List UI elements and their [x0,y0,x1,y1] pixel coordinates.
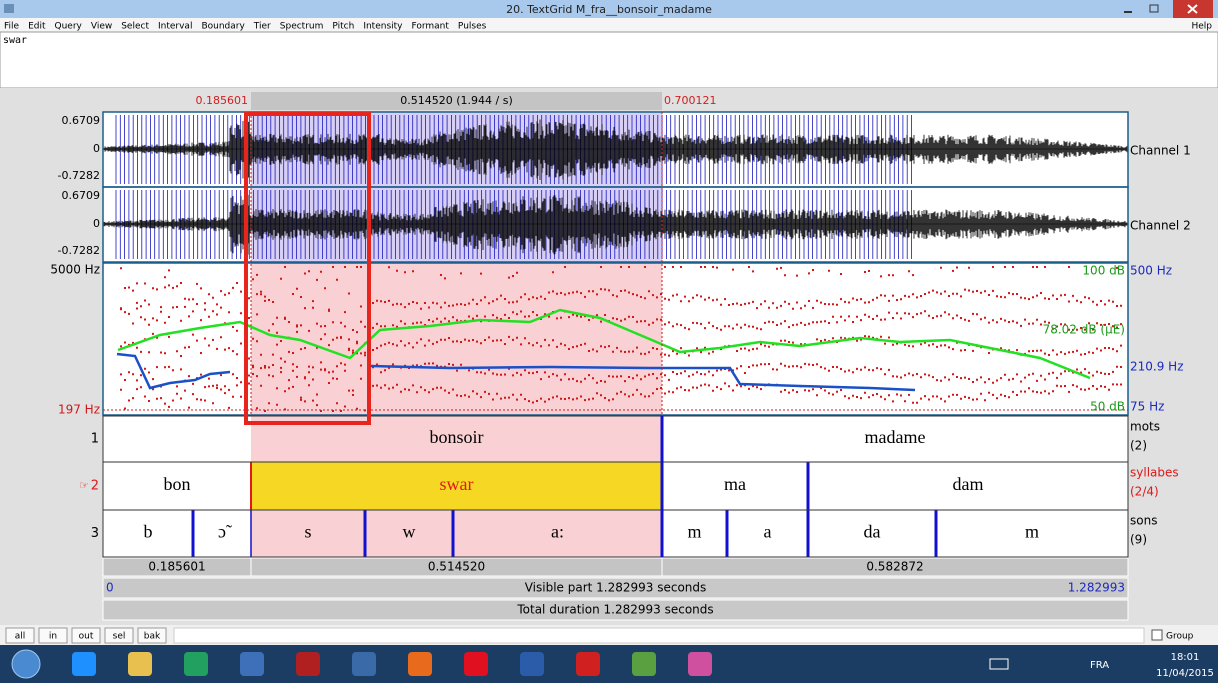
group-checkbox[interactable] [1152,630,1162,640]
zoom-button-label: out [79,632,94,642]
menu-item[interactable]: View [91,22,112,32]
taskbar [0,645,1218,683]
tier-count: (2/4) [1130,485,1159,499]
amplitude-max: 0.6709 [62,114,101,127]
taskbar-icon[interactable] [408,652,432,676]
interval-label: a: [551,522,564,542]
window-icon [4,4,14,13]
amplitude-zero: 0 [93,217,100,230]
taskbar-icon[interactable] [632,652,656,676]
taskbar-icon[interactable] [464,652,488,676]
taskbar-icon[interactable] [688,652,712,676]
interval-label: ma [724,474,746,494]
amplitude-zero: 0 [93,142,100,155]
menu-item[interactable]: Help [1191,22,1212,32]
selection-end: 0.700121 [664,94,717,107]
analysis-label: 5000 Hz [50,263,100,277]
interval-label: swar [440,474,474,494]
tier-number: 1 [91,432,99,447]
menu-item[interactable]: Interval [158,22,192,32]
interval-label: bonsoir [430,427,484,447]
interval-label: m [1025,522,1039,542]
text-field-value: swar [3,35,27,46]
zoom-button-label: all [15,632,26,642]
language[interactable]: FRA [1090,660,1109,671]
tier-number: 3 [91,526,99,541]
interval-label: w [403,522,416,542]
visible-start: 0 [106,581,114,595]
taskbar-icon[interactable] [520,652,544,676]
clock-date[interactable]: 11/04/2015 [1156,668,1214,679]
menu-item[interactable]: Tier [253,22,271,32]
interval-label: s [304,522,311,542]
analysis-selection [251,263,662,415]
zoom-button-label: in [49,632,57,642]
tier-marker: ☞ [79,479,89,492]
text-field[interactable] [0,32,1218,88]
duration-label: 0.582872 [866,560,923,574]
praat-window: 20. TextGrid M_fra__bonsoir_madame File E… [0,0,1218,683]
scrollbar[interactable] [174,628,1144,643]
taskbar-icon[interactable] [296,652,320,676]
page: 20. TextGrid M_fra__bonsoir_madame File E… [0,0,1218,683]
window-title: 20. TextGrid M_fra__bonsoir_madame [506,3,712,16]
menu-item[interactable]: Select [121,22,149,32]
menu-item[interactable]: Intensity [363,22,403,32]
analysis-label: 210.9 Hz [1130,360,1184,374]
selection-start: 0.185601 [196,94,249,107]
tier-name: syllabes [1130,466,1179,480]
visible-label: Visible part 1.282993 seconds [525,581,707,595]
menu-item[interactable]: Formant [412,22,450,32]
taskbar-icon[interactable] [128,652,152,676]
analysis-label: 75 Hz [1130,400,1164,414]
amplitude-min: -0.7282 [58,169,100,182]
interval-label: dam [953,474,984,494]
tier-name: mots [1130,420,1160,434]
clock-time[interactable]: 18:01 [1171,652,1200,663]
zoom-button-label: sel [113,632,126,642]
menu-item[interactable]: Boundary [201,22,245,32]
total-label: Total duration 1.282993 seconds [516,603,713,617]
visible-end: 1.282993 [1068,581,1125,595]
taskbar-icon[interactable] [240,652,264,676]
duration-label: 0.514520 [428,560,485,574]
analysis-label: 500 Hz [1130,264,1172,278]
taskbar-icon[interactable] [12,650,40,678]
channel-name: Channel 2 [1130,219,1191,233]
interval-label: bon [164,474,191,494]
tier-count: (9) [1130,533,1147,547]
analysis-label: 50 dB [1090,400,1125,414]
channel-name: Channel 1 [1130,144,1191,158]
interval-label: da [864,522,881,542]
interval-label: b [144,522,153,542]
tier-number: 2 [91,479,99,494]
taskbar-icon[interactable] [184,652,208,676]
tier-count: (2) [1130,439,1147,453]
taskbar-icon[interactable] [72,652,96,676]
interval-label: madame [865,427,926,447]
analysis-label: 197 Hz [58,403,100,417]
menu-item[interactable]: Query [55,22,83,32]
analysis-label: 100 dB [1082,264,1125,278]
menu-item[interactable]: Pulses [458,22,487,32]
menu-item[interactable]: Spectrum [280,22,324,32]
amplitude-max: 0.6709 [62,189,101,202]
group-label: Group [1166,632,1194,642]
menu-item[interactable]: Pitch [332,22,354,32]
amplitude-min: -0.7282 [58,244,100,257]
zoom-button-label: bak [144,632,161,642]
menu-item[interactable]: File [4,22,20,32]
selection-duration: 0.514520 (1.944 / s) [400,94,513,107]
menu-item[interactable]: Edit [28,22,46,32]
interval-label: m [687,522,701,542]
duration-label: 0.185601 [148,560,205,574]
analysis-label: 78.02 dB (μE) [1043,323,1125,337]
interval-label: a [764,522,772,542]
taskbar-icon[interactable] [576,652,600,676]
tier-name: sons [1130,514,1157,528]
taskbar-icon[interactable] [352,652,376,676]
